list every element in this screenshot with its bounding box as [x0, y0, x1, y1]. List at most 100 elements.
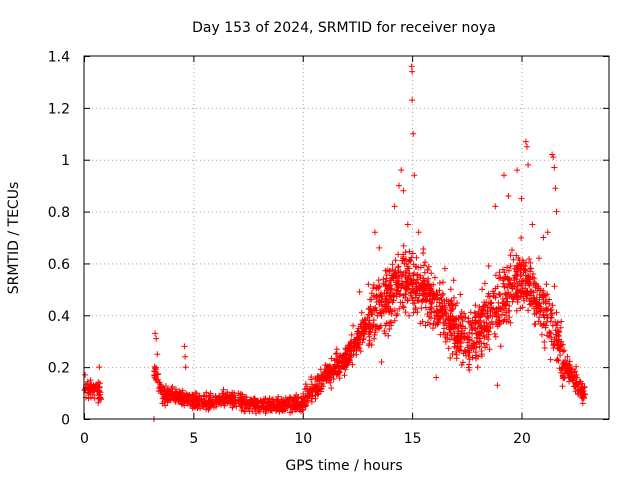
x-tick-label: 0 [80, 431, 89, 447]
data-point [375, 285, 382, 292]
data-point [381, 328, 388, 334]
data-point [494, 283, 501, 290]
data-point [366, 340, 373, 347]
data-point [475, 320, 482, 327]
data-point [503, 308, 510, 314]
data-point [360, 335, 367, 342]
data-point [551, 283, 558, 290]
y-tick-label: 0.6 [48, 257, 70, 273]
data-point [513, 252, 520, 259]
data-point [358, 321, 365, 328]
data-point [178, 398, 185, 405]
data-point [497, 320, 503, 327]
data-point [403, 256, 410, 263]
data-point [361, 323, 368, 330]
data-point [579, 388, 586, 395]
data-point [492, 272, 499, 279]
data-point [453, 348, 459, 355]
data-point [409, 250, 416, 257]
data-point [271, 403, 278, 410]
data-point [333, 363, 340, 370]
data-point [216, 393, 223, 400]
data-point [394, 311, 401, 317]
data-point [400, 187, 407, 194]
data-point [408, 276, 415, 283]
data-point [472, 302, 479, 309]
data-point [312, 395, 319, 402]
data-point [534, 302, 541, 309]
data-point [447, 286, 454, 293]
data-point [182, 364, 189, 371]
axis-ticks [84, 56, 609, 420]
data-point [428, 270, 435, 277]
data-point [494, 323, 501, 330]
data-point [553, 309, 560, 316]
data-point [536, 255, 542, 262]
data-point [397, 291, 404, 297]
data-point [402, 249, 409, 256]
data-point [343, 346, 350, 353]
data-point [293, 404, 300, 411]
data-point [452, 302, 459, 309]
data-point [425, 263, 432, 270]
data-point [302, 402, 309, 409]
data-point [436, 315, 443, 322]
data-point [526, 256, 533, 262]
data-point [527, 268, 534, 275]
data-point [207, 390, 214, 397]
data-point [422, 259, 429, 266]
data-point [383, 286, 390, 293]
data-point [545, 306, 552, 313]
data-point [527, 289, 533, 296]
data-point [492, 310, 499, 317]
data-point [464, 339, 471, 346]
data-point [445, 298, 452, 305]
data-point [220, 386, 227, 393]
data-point [466, 329, 473, 336]
data-point [560, 374, 567, 381]
data-point [413, 254, 420, 261]
data-point [559, 383, 566, 390]
data-point [328, 385, 335, 392]
data-point [158, 388, 165, 395]
data-point [486, 346, 493, 353]
data-point [404, 221, 411, 228]
data-point [554, 345, 561, 352]
data-point [472, 349, 479, 356]
data-point [221, 395, 228, 402]
data-point [466, 349, 473, 356]
data-point [539, 292, 546, 299]
data-point [485, 336, 492, 343]
data-point [496, 275, 503, 282]
data-point [382, 303, 389, 310]
data-point [294, 394, 301, 401]
data-point [473, 330, 480, 337]
data-point [366, 333, 373, 340]
data-point [194, 405, 201, 411]
data-point [316, 386, 323, 393]
data-point [434, 295, 441, 302]
data-point [237, 403, 244, 409]
data-point [395, 251, 402, 258]
data-point [410, 130, 417, 137]
data-point [96, 380, 103, 387]
data-point [520, 293, 527, 300]
data-point [253, 410, 259, 417]
data-point [492, 203, 499, 210]
data-point [179, 387, 186, 394]
y-axis-label: SRMTID / TECUs [6, 182, 22, 295]
y-tick-label: 0.4 [48, 309, 70, 325]
x-tick-label: 5 [189, 431, 198, 447]
data-point [450, 277, 457, 284]
data-point [331, 369, 338, 376]
data-point [424, 319, 431, 326]
data-point [451, 294, 457, 301]
data-point [373, 292, 380, 299]
data-point [453, 351, 460, 358]
data-point [427, 304, 434, 311]
data-point [506, 314, 513, 321]
data-point [220, 398, 227, 405]
data-point [370, 285, 376, 292]
data-point [214, 397, 221, 404]
data-point [377, 292, 384, 299]
